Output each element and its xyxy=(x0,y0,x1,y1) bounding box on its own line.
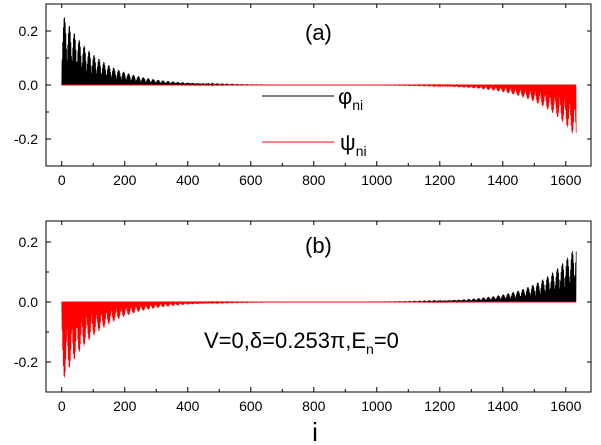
x-tick-label: 1600 xyxy=(550,398,581,414)
x-tick-label: 1400 xyxy=(487,172,518,188)
legend-phi-label: φni xyxy=(338,84,363,113)
panel-b-label: (b) xyxy=(305,233,332,258)
x-tick-label: 400 xyxy=(176,172,200,188)
panel-a-series-negative-1 xyxy=(61,83,577,134)
panel-a: 0 200 400 600 800 1000 1200 1400 1600-0.20.00.2 … xyxy=(14,3,592,188)
panel-a-marks xyxy=(61,17,577,134)
panel-a-label: (a) xyxy=(305,20,332,45)
y-tick-label: -0.2 xyxy=(14,131,38,147)
x-tick-label: 0 xyxy=(58,398,66,414)
x-tick-label: 800 xyxy=(302,398,326,414)
y-tick-label: 0.2 xyxy=(19,234,39,250)
x-tick-label: 0 xyxy=(58,172,66,188)
legend: φni ψni xyxy=(262,84,367,159)
panel-a-axes: 0 200 400 600 800 1000 1200 1400 1600 -0.2 0.0 0.2 xyxy=(14,4,591,188)
y-tick-label: -0.2 xyxy=(14,354,38,370)
x-tick-label: 1000 xyxy=(361,172,392,188)
panel-b: 0 200 400 600 800 1000 1200 1400 1600-0.20.00.2 … xyxy=(14,220,592,445)
x-tick-label: 600 xyxy=(239,398,263,414)
x-tick-label: 1600 xyxy=(550,172,581,188)
x-tick-label: 200 xyxy=(113,398,137,414)
panel-b-frame xyxy=(45,220,592,393)
y-tick-label: 0.0 xyxy=(19,294,39,310)
x-tick-label: 800 xyxy=(302,172,326,188)
panel-b-marks xyxy=(61,250,577,378)
x-axis-label: i xyxy=(312,417,318,445)
y-tick-label: 0.2 xyxy=(19,23,39,39)
x-tick-label: 1200 xyxy=(424,172,455,188)
x-tick-label: 1200 xyxy=(424,398,455,414)
x-tick-label: 400 xyxy=(176,398,200,414)
panel-b-axes: 0 200 400 600 800 1000 1200 1400 1600 -0.2 0.0 0.2 xyxy=(14,221,591,414)
panel-b-series-positive-0 xyxy=(61,250,577,304)
x-tick-label: 200 xyxy=(113,172,137,188)
parameter-annotation: V=0,δ=0.253π,En=0 xyxy=(204,328,399,357)
y-tick-label: 0.0 xyxy=(19,77,39,93)
x-tick-label: 1000 xyxy=(361,398,392,414)
legend-psi-label: ψni xyxy=(340,130,367,159)
x-tick-label: 600 xyxy=(239,172,263,188)
x-tick-label: 1400 xyxy=(487,398,518,414)
